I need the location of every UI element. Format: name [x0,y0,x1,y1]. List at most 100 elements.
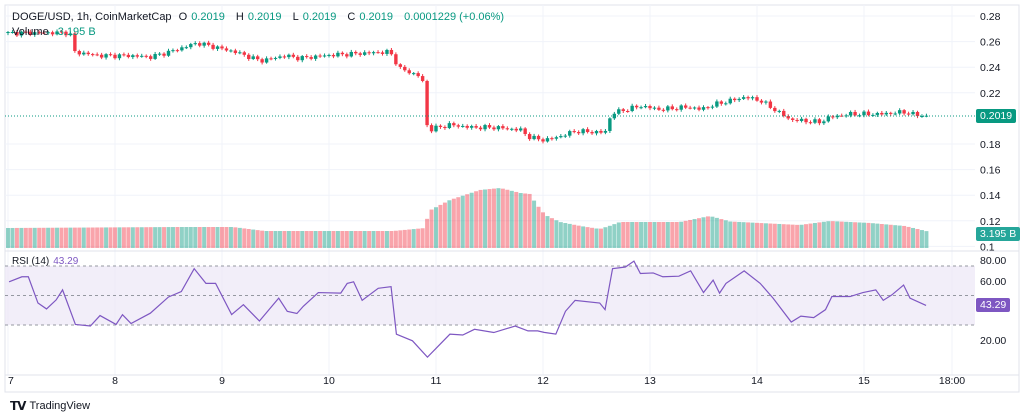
symbol-legend: DOGE/USD, 1h, CoinMarketCap O 0.2019 H 0.2… [12,11,508,23]
volume-bar [273,231,278,248]
volume-bar [862,222,866,248]
volume-bar [340,231,345,248]
low-value: 0.2019 [302,11,337,23]
candle-body [866,111,871,116]
candle-body [287,54,291,58]
volume-bar [919,230,924,248]
volume-bar [46,227,51,248]
volume-bar [746,222,751,248]
volume-bar [81,227,86,248]
volume-bar [866,222,871,248]
candle-body [327,54,331,56]
candle-body [104,54,108,58]
volume-bar [625,222,630,248]
candle-body [189,44,193,48]
candle-body [728,98,732,104]
candle-body [50,32,55,35]
volume-bar [652,222,657,248]
volume-bar [260,230,265,248]
volume-bar [175,227,180,248]
volume-bar [86,227,91,248]
volume-bar [500,188,505,248]
candle-body [790,118,795,120]
rsi-legend: RSI (14) 43.29 [12,256,78,267]
candle-body [300,56,304,61]
volume-bar [215,227,220,248]
volume-bar [389,231,394,248]
volume-bar [344,231,349,248]
volume-bar [688,219,693,248]
candle-body [496,126,501,130]
volume-bar [567,223,572,248]
candle-body [251,56,255,60]
candle-body [880,112,884,115]
volume-bar [487,189,492,248]
candle-body [380,52,385,54]
volume-bar [491,188,496,248]
volume-bar [590,227,595,248]
volume-bar [269,231,274,248]
candle-body [180,47,184,51]
volume-bar [438,204,443,248]
volume-bar [442,202,447,248]
candle-body [884,112,888,115]
volume-bar [830,221,835,248]
tradingview-brand[interactable]: TradingView [29,400,91,412]
candle-body [889,112,893,114]
candle-body [897,110,902,114]
volume-bar [799,224,804,248]
candle-body [652,107,657,109]
candle-body [764,101,768,103]
candle-body [505,128,510,130]
price-tick-label: 0.1 [980,241,995,253]
candle-body [915,111,920,117]
volume-bar [549,218,554,248]
candle-body [15,31,19,36]
candle-body [91,54,95,56]
volume-bar [353,231,358,248]
volume-bar [434,207,438,248]
candle-body [643,106,648,108]
time-tick-label: 10 [323,375,335,387]
candle-body [37,32,41,34]
candle-body [46,32,50,34]
volume-bar [206,227,211,248]
volume-bar [795,224,800,248]
volume-bar [518,193,523,248]
time-tick-label: 18:00 [939,375,965,387]
price-tick-label: 0.18 [980,139,1001,151]
volume-bar [300,231,305,248]
candle-body [510,128,514,130]
candle-body [871,114,875,116]
candle-body [349,51,353,57]
candle-body [826,116,831,122]
candle-body [844,115,848,117]
rsi-band [5,266,975,325]
volume-bar [28,227,33,248]
volume-bar [77,227,82,248]
time-tick-label: 11 [431,375,442,387]
candle-body [523,128,527,135]
candle-body [559,136,563,138]
volume-bar [710,216,715,248]
volume-bar [594,228,599,248]
time-tick-label: 14 [751,375,763,387]
open-value: 0.2019 [191,11,225,23]
volume-bar [179,227,184,248]
volume-bar [741,222,746,248]
volume-bar [465,194,470,248]
candle-body [813,119,817,123]
volume-bar [264,231,269,248]
candle-body [122,54,126,56]
volume-bar [509,190,514,248]
candle-body [545,138,550,142]
candle-body [305,56,309,58]
candle-body [782,110,786,117]
candle-body [407,70,411,74]
candle-body [394,54,398,65]
volume-bar [380,231,385,248]
candle-body [777,110,781,112]
volume-bar [835,221,840,248]
